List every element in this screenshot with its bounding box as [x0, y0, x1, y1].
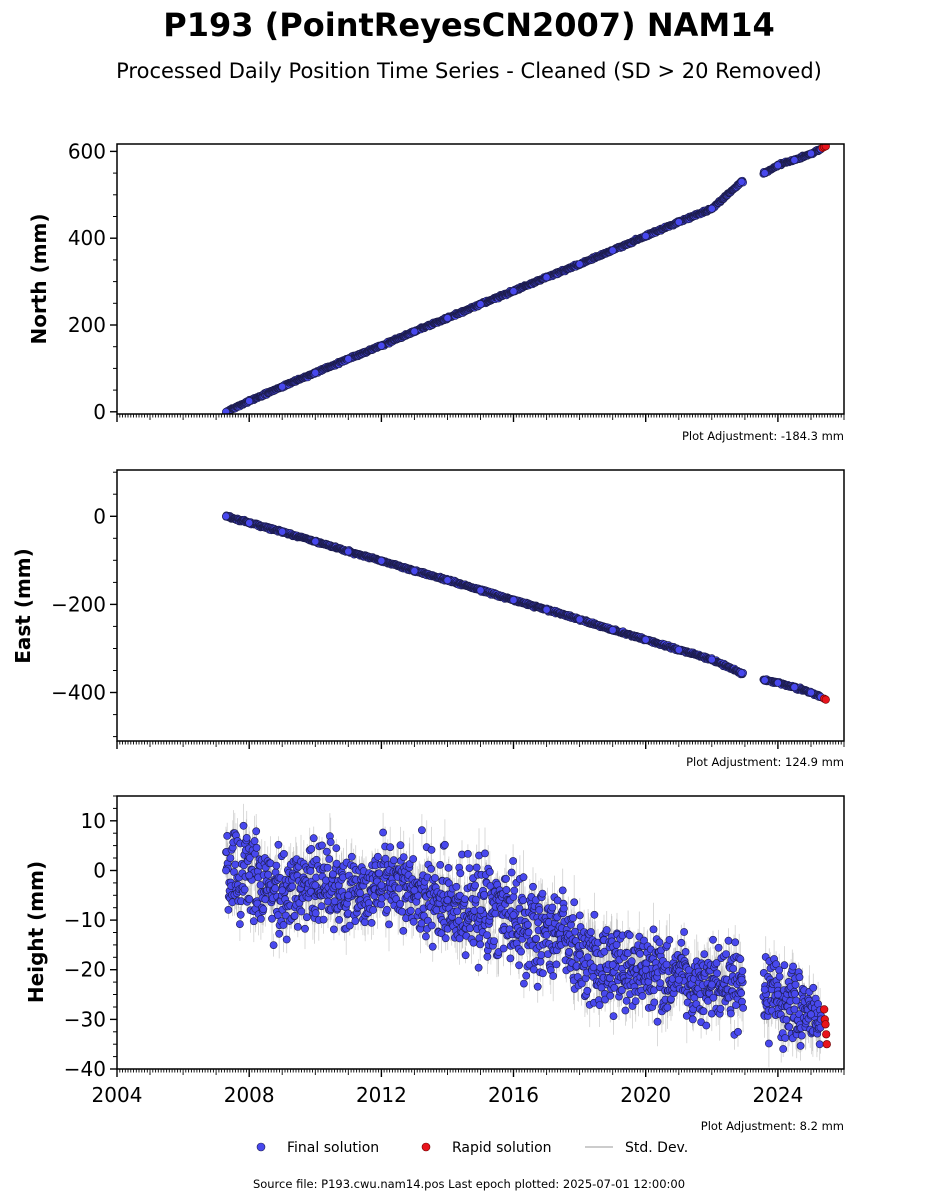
height-points	[222, 821, 831, 1053]
east-y-ticks: 0 −200 −400	[51, 471, 117, 738]
north-rapid-point	[821, 144, 830, 151]
panel-height: 100−10−20−30−40 2004 2008 2012 2016 2020 2024…	[24, 795, 845, 1133]
east-final-point	[542, 605, 551, 614]
north-final-point	[410, 327, 419, 336]
east-final-point	[443, 576, 452, 585]
east-y-label: East (mm)	[11, 548, 35, 664]
east-final-point	[807, 688, 815, 697]
north-final-point	[542, 273, 551, 282]
east-final-point	[344, 547, 353, 556]
north-y-tick-label: 400	[68, 226, 106, 250]
north-final-point	[707, 204, 716, 213]
figure-subtitle: Processed Daily Position Time Series - C…	[116, 59, 822, 83]
east-final-point	[641, 635, 650, 644]
east-plot-area	[116, 469, 845, 742]
north-y-ticks: 0 200 400 600	[68, 139, 117, 424]
north-final-point	[245, 397, 254, 405]
north-x-ticks	[116, 414, 845, 422]
east-final-point	[245, 519, 254, 527]
north-y-tick-label: 200	[68, 313, 106, 337]
panel-east: 0 −200 −400 East (mm) Plot Adjustment: 124…	[11, 469, 845, 769]
east-plot-adjustment: Plot Adjustment: 124.9 mm	[686, 755, 844, 769]
north-final-point	[344, 354, 353, 363]
north-y-tick-label: 600	[68, 139, 106, 163]
north-final-point	[222, 407, 230, 414]
north-final-point	[476, 300, 485, 309]
north-final-point	[443, 314, 452, 322]
east-final-point	[377, 556, 386, 565]
east-final-point	[674, 645, 683, 654]
east-points	[222, 511, 830, 704]
figure-title: P193 (PointReyesCN2007) NAM14	[163, 6, 774, 44]
east-final-point	[509, 596, 518, 604]
north-final-point	[377, 341, 386, 350]
north-final-point	[278, 382, 287, 391]
east-final-point	[760, 676, 769, 685]
north-final-point	[641, 232, 650, 240]
north-final-point	[760, 169, 769, 177]
north-final-point	[807, 149, 815, 158]
north-final-point	[790, 156, 799, 164]
east-final-point	[311, 537, 320, 546]
north-points	[222, 144, 830, 414]
east-final-point	[790, 683, 799, 692]
east-final-point	[410, 567, 419, 575]
north-final-point	[509, 287, 518, 296]
panel-north: 0 200 400 600 North (mm) Plot Adjustment: -…	[27, 139, 845, 443]
east-final-point	[575, 615, 584, 624]
east-final-point	[222, 512, 230, 521]
north-final-point	[674, 218, 683, 226]
height-final-point	[224, 906, 233, 914]
north-plot-adjustment: Plot Adjustment: -184.3 mm	[682, 429, 844, 443]
north-final-point	[608, 246, 617, 255]
height-final-point	[226, 854, 235, 862]
north-final-point	[311, 368, 320, 377]
east-y-tick-label: −400	[51, 681, 106, 705]
north-final-point	[774, 161, 782, 170]
east-y-tick-label: −200	[51, 592, 106, 616]
east-final-point	[278, 527, 287, 536]
east-final-point	[476, 586, 485, 595]
north-y-label: North (mm)	[27, 213, 51, 344]
east-x-ticks	[116, 741, 845, 749]
east-final-point	[707, 655, 716, 664]
east-final-point	[774, 678, 782, 687]
east-final-point	[737, 669, 746, 677]
north-y-tick-label: 0	[93, 400, 106, 424]
east-final-point	[608, 626, 617, 634]
north-final-point	[575, 260, 584, 269]
north-final-point	[737, 177, 746, 186]
east-y-tick-label: 0	[93, 504, 106, 528]
east-rapid-point	[821, 695, 830, 704]
